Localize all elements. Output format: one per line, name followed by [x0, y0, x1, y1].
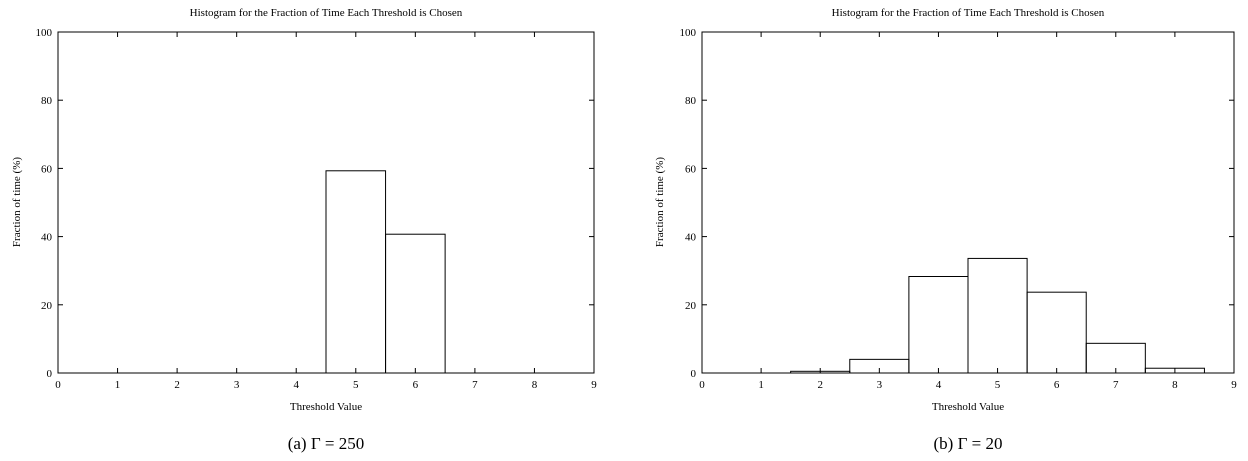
y-tick-label: 60	[685, 163, 697, 175]
x-tick-label: 7	[1113, 379, 1119, 391]
bar-4	[908, 276, 969, 374]
x-tick-label: 0	[699, 379, 705, 391]
y-tick-label: 20	[685, 300, 697, 312]
panel-a: Histogram for the Fraction of Time Each …	[11, 7, 597, 453]
x-axis-label: Threshold Value	[932, 401, 1004, 413]
x-tick-label: 7	[472, 379, 478, 391]
bar-5	[967, 257, 1028, 374]
x-axis-label: Threshold Value	[290, 401, 362, 413]
x-tick-label: 8	[532, 379, 538, 391]
x-tick-label: 6	[413, 379, 419, 391]
x-tick-label: 9	[1231, 379, 1237, 391]
x-tick-label: 2	[174, 379, 180, 391]
x-tick-label: 8	[1172, 379, 1178, 391]
x-tick-label: 5	[353, 379, 359, 391]
y-tick-label: 80	[685, 95, 697, 107]
x-tick-label: 3	[234, 379, 240, 391]
x-tick-label: 5	[995, 379, 1001, 391]
chart-title: Histogram for the Fraction of Time Each …	[190, 7, 463, 19]
y-tick-label: 60	[41, 163, 53, 175]
bar-5	[325, 170, 387, 374]
y-axis-label: Fraction of time (%)	[11, 157, 23, 247]
y-axis-label: Fraction of time (%)	[654, 157, 666, 247]
panel-b: Histogram for the Fraction of Time Each …	[654, 7, 1237, 453]
x-tick-label: 6	[1054, 379, 1060, 391]
x-tick-label: 1	[115, 379, 121, 391]
y-tick-label: 80	[41, 95, 53, 107]
x-ticks: 0 1 2 3 4 5 6 7 8 9	[699, 32, 1237, 391]
y-ticks: 0 20 40 60 80 100	[36, 27, 594, 380]
caption: (b) Γ = 20	[934, 434, 1003, 453]
x-tick-label: 4	[936, 379, 942, 391]
x-ticks: 0 1 2 3 4 5 6 7 8 9	[55, 32, 597, 391]
bar-6	[385, 233, 446, 374]
chart-title: Histogram for the Fraction of Time Each …	[832, 7, 1105, 19]
y-tick-label: 0	[691, 368, 697, 380]
y-tick-label: 100	[36, 27, 53, 39]
x-tick-label: 2	[817, 379, 823, 391]
x-tick-label: 9	[591, 379, 597, 391]
bars	[325, 170, 446, 374]
y-tick-label: 40	[685, 232, 697, 244]
caption: (a) Γ = 250	[288, 434, 365, 453]
y-tick-label: 0	[47, 368, 53, 380]
x-tick-label: 1	[758, 379, 764, 391]
x-tick-label: 0	[55, 379, 61, 391]
y-tick-label: 20	[41, 300, 53, 312]
bar-6	[1026, 291, 1087, 374]
x-tick-label: 3	[877, 379, 883, 391]
y-tick-label: 40	[41, 232, 53, 244]
bars	[790, 257, 1205, 374]
x-tick-label: 4	[293, 379, 299, 391]
y-ticks: 0 20 40 60 80 100	[680, 27, 1234, 380]
y-tick-label: 100	[680, 27, 697, 39]
